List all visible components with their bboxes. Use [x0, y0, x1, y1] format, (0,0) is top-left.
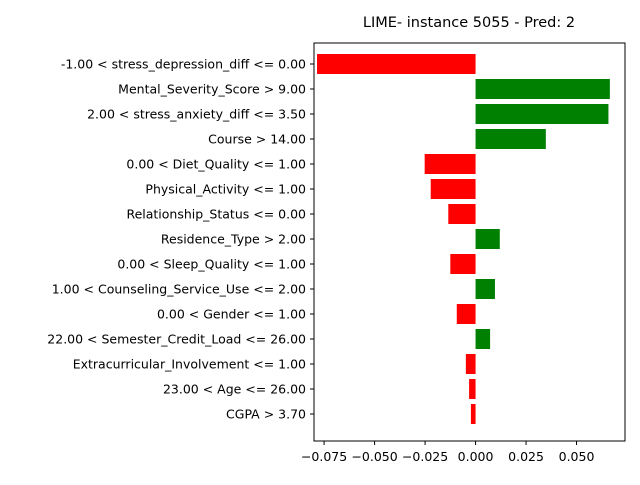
chart-title: LIME- instance 5055 - Pred: 2 — [363, 15, 575, 31]
ytick-label-14: CGPA > 3.70 — [226, 407, 306, 422]
bar-9 — [475, 279, 495, 299]
bar-14 — [470, 404, 476, 424]
bar-11 — [475, 329, 491, 349]
ytick-label-3: Course > 14.00 — [208, 132, 306, 147]
plot-frame — [313, 42, 626, 442]
ytick-label-10: 0.00 < Gender <= 1.00 — [157, 307, 306, 322]
ytick-label-2: 2.00 < stress_anxiety_diff <= 3.50 — [87, 107, 306, 122]
ytick-label-6: Relationship_Status <= 0.00 — [126, 207, 306, 222]
bar-3 — [475, 129, 546, 149]
ytick-label-8: 0.00 < Sleep_Quality <= 1.00 — [117, 257, 306, 272]
ytick-label-5: Physical_Activity <= 1.00 — [145, 182, 306, 197]
bars-group — [317, 54, 610, 424]
y-axis: -1.00 < stress_depression_diff <= 0.00 Me… — [47, 57, 314, 422]
bar-0 — [317, 54, 476, 74]
bar-7 — [475, 229, 500, 249]
bar-10 — [456, 304, 476, 324]
bar-5 — [430, 179, 476, 199]
bar-1 — [475, 79, 610, 99]
xtick-label-3: 0.000 — [458, 449, 494, 464]
bar-6 — [448, 204, 476, 224]
xtick-label-0: −0.075 — [301, 449, 347, 464]
bar-12 — [465, 354, 476, 374]
xtick-label-5: 0.050 — [559, 449, 595, 464]
ytick-label-7: Residence_Type > 2.00 — [161, 232, 306, 247]
ytick-label-12: Extracurricular_Involvement <= 1.00 — [73, 357, 306, 372]
bar-8 — [450, 254, 476, 274]
ytick-label-4: 0.00 < Diet_Quality <= 1.00 — [126, 157, 306, 172]
xtick-label-1: −0.050 — [351, 449, 397, 464]
bar-13 — [469, 379, 476, 399]
bar-2 — [475, 104, 609, 124]
ytick-label-9: 1.00 < Counseling_Service_Use <= 2.00 — [52, 282, 306, 297]
xtick-label-4: 0.025 — [508, 449, 544, 464]
x-axis: −0.075 −0.050 −0.025 0.000 0.025 0.050 — [301, 441, 595, 464]
ytick-label-13: 23.00 < Age <= 26.00 — [163, 382, 306, 397]
ytick-label-1: Mental_Severity_Score > 9.00 — [118, 82, 306, 97]
ytick-label-0: -1.00 < stress_depression_diff <= 0.00 — [61, 57, 306, 72]
bar-4 — [424, 154, 476, 174]
xtick-label-2: −0.025 — [402, 449, 448, 464]
ytick-label-11: 22.00 < Semester_Credit_Load <= 26.00 — [47, 332, 306, 347]
